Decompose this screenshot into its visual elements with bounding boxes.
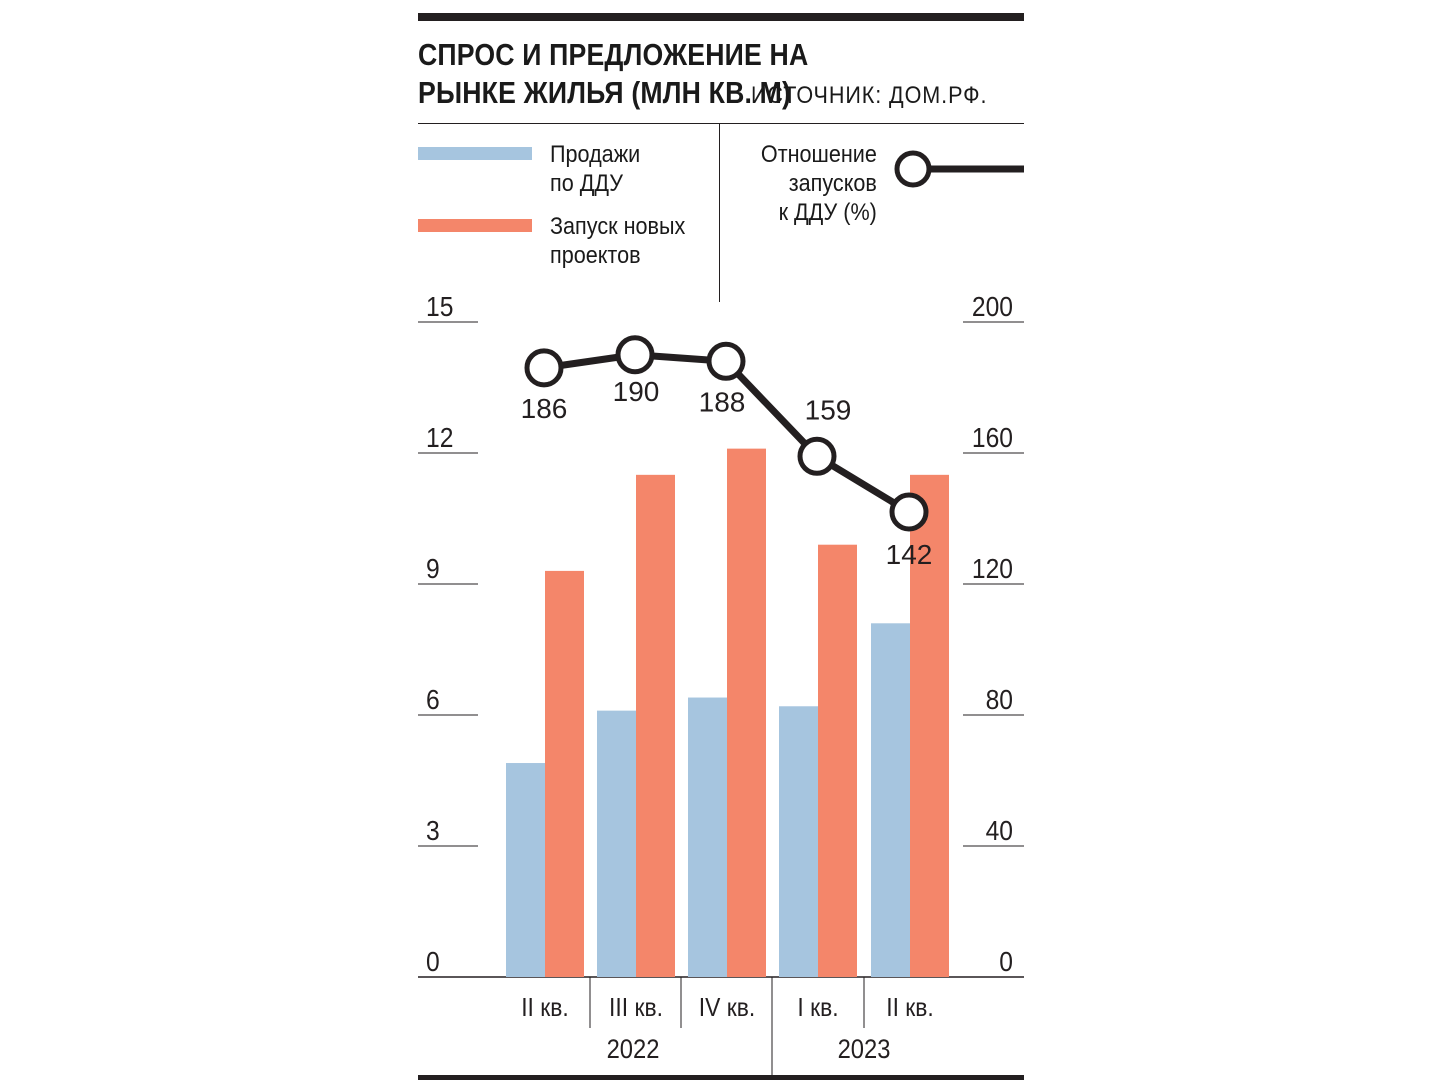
ratio-data-label: 188	[699, 386, 746, 417]
ratio-data-label: 142	[886, 539, 933, 570]
x-category-label: III кв.	[609, 994, 663, 1023]
bar-launches	[910, 474, 949, 977]
y-right-tick-label: 160	[972, 422, 1013, 454]
bar-sales	[779, 706, 818, 977]
legend-launches-label: Запуск новых проектов	[550, 213, 686, 269]
bottom-rule	[418, 1075, 1024, 1080]
y-right-tick-label: 80	[986, 684, 1013, 716]
legend-sales-swatch	[418, 147, 532, 160]
y-right-tick-label: 200	[972, 291, 1013, 323]
y-right-tick-label: 40	[986, 815, 1013, 847]
y-left-tick-label: 9	[426, 553, 440, 585]
ratio-data-label: 190	[613, 376, 660, 407]
top-rule	[418, 13, 1024, 21]
legend-sales-label: Продажи по ДДУ	[550, 141, 641, 197]
ratio-marker	[615, 335, 655, 375]
bar-sales	[871, 623, 910, 977]
ratio-marker	[706, 341, 746, 381]
ratio-data-label: 159	[805, 394, 852, 425]
y-left-tick-label: 15	[426, 291, 453, 323]
legend-launches-swatch	[418, 219, 532, 232]
x-category-label: I кв.	[797, 994, 838, 1023]
bar-launches	[545, 570, 584, 977]
bar-sales	[688, 697, 727, 977]
bar-launches	[818, 544, 857, 977]
bar-sales	[506, 763, 545, 977]
legend-ratio-label: Отношение запусков к ДДУ (%)	[761, 141, 877, 226]
y-left-tick-label: 0	[426, 946, 440, 978]
y-left-tick-label: 3	[426, 815, 440, 847]
x-year-label: 2023	[838, 1035, 891, 1065]
legend-ratio-marker	[894, 150, 932, 188]
header-divider	[418, 123, 1024, 124]
x-category-label: IV кв.	[699, 994, 755, 1023]
x-category-label: II кв.	[886, 994, 934, 1023]
bar-launches	[727, 448, 766, 978]
y-left-tick-label: 12	[426, 422, 453, 454]
y-right-tick-label: 120	[972, 553, 1013, 585]
y-right-tick-label: 0	[999, 946, 1013, 978]
bar-launches	[636, 474, 675, 977]
x-year-label: 2022	[607, 1035, 660, 1065]
y-left-tick-label: 6	[426, 684, 440, 716]
chart-title: СПРОС И ПРЕДЛОЖЕНИЕ НА РЫНКЕ ЖИЛЬЯ (МЛН …	[418, 37, 809, 110]
ratio-data-label: 186	[521, 393, 568, 424]
legend-divider	[719, 124, 720, 302]
bar-sales	[597, 710, 636, 977]
source-note: ИСТОЧНИК: ДОМ.РФ.	[751, 82, 988, 109]
ratio-marker	[524, 348, 564, 388]
ratio-marker	[889, 492, 929, 532]
ratio-marker	[797, 436, 837, 476]
x-category-label: II кв.	[521, 994, 569, 1023]
